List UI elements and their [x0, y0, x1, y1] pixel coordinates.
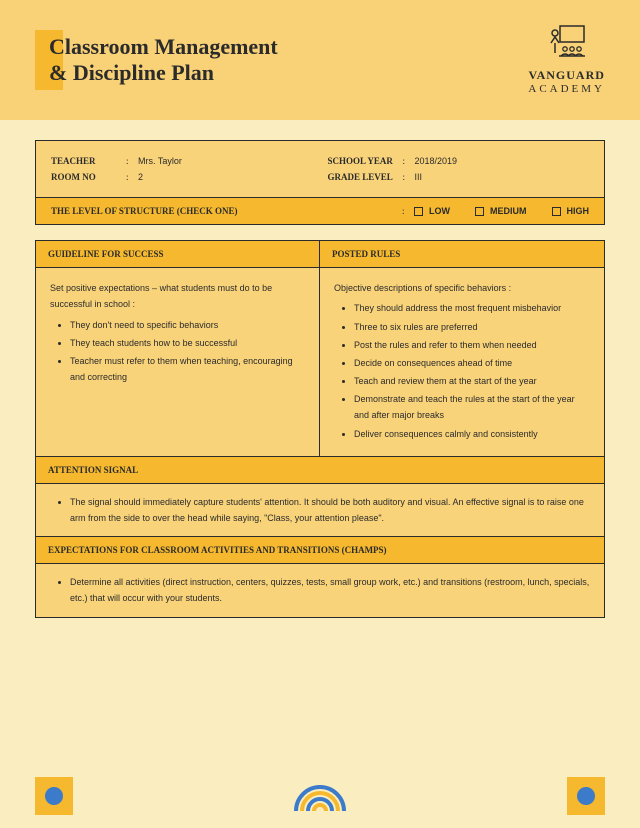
page-footer	[0, 763, 640, 828]
champs-body: Determine all activities (direct instruc…	[36, 564, 604, 616]
guideline-intro: Set positive expectations – what student…	[50, 280, 305, 312]
opt-low-label: LOW	[429, 206, 450, 216]
colon: :	[126, 156, 138, 166]
structure-options: LOW MEDIUM HIGH	[414, 206, 589, 216]
title-block: Classroom Management & Discipline Plan	[35, 30, 278, 90]
rainbow-icon	[292, 781, 348, 811]
title-line-2: & Discipline Plan	[49, 60, 278, 86]
list-item: They should address the most frequent mi…	[354, 300, 590, 316]
list-item: Deliver consequences calmly and consiste…	[354, 426, 590, 442]
grade-label: GRADE LEVEL	[328, 172, 403, 182]
list-item: They don't need to specific behaviors	[70, 317, 305, 333]
guideline-body: Set positive expectations – what student…	[36, 268, 320, 457]
checkbox-icon	[552, 207, 561, 216]
list-item: They teach students how to be successful	[70, 335, 305, 351]
teacher-row: TEACHER : Mrs. Taylor	[51, 156, 313, 166]
org-subtitle: ACADEMY	[528, 83, 605, 95]
rules-list: They should address the most frequent mi…	[334, 300, 590, 442]
colon: :	[126, 172, 138, 182]
opt-low[interactable]: LOW	[414, 206, 450, 216]
list-item: Teacher must refer to them when teaching…	[70, 353, 305, 385]
page-title: Classroom Management & Discipline Plan	[49, 34, 278, 87]
list-item: Teach and review them at the start of th…	[354, 373, 590, 389]
footer-square-right	[567, 777, 605, 815]
opt-medium-label: MEDIUM	[490, 206, 527, 216]
org-logo-block: VANGUARD ACADEMY	[528, 25, 605, 95]
champs-head: EXPECTATIONS FOR CLASSROOM ACTIVITIES AN…	[36, 537, 604, 564]
content-area: TEACHER : Mrs. Taylor SCHOOL YEAR : 2018…	[0, 120, 640, 618]
page-header: Classroom Management & Discipline Plan V…	[0, 0, 640, 120]
checkbox-icon	[414, 207, 423, 216]
attention-head: ATTENTION SIGNAL	[36, 457, 604, 484]
list-item: Post the rules and refer to them when ne…	[354, 337, 590, 353]
org-name: VANGUARD	[528, 68, 605, 83]
table-header-row: GUIDELINE FOR SUCCESS POSTED RULES	[36, 241, 604, 268]
guideline-list: They don't need to specific behaviors Th…	[50, 317, 305, 386]
list-item: Decide on consequences ahead of time	[354, 355, 590, 371]
title-line-1: Classroom Management	[49, 34, 278, 60]
champs-text: Determine all activities (direct instruc…	[70, 574, 590, 606]
main-table: GUIDELINE FOR SUCCESS POSTED RULES Set p…	[35, 240, 605, 617]
circle-icon	[45, 787, 63, 805]
structure-label: THE LEVEL OF STRUCTURE (CHECK ONE)	[51, 206, 402, 216]
circle-icon	[577, 787, 595, 805]
grade-row: GRADE LEVEL : III	[328, 172, 590, 182]
attention-body: The signal should immediately capture st…	[36, 484, 604, 537]
table-body-row: Set positive expectations – what student…	[36, 268, 604, 457]
room-row: ROOM NO : 2	[51, 172, 313, 182]
rules-head: POSTED RULES	[320, 241, 604, 268]
year-row: SCHOOL YEAR : 2018/2019	[328, 156, 590, 166]
footer-square-left	[35, 777, 73, 815]
colon: :	[403, 156, 415, 166]
opt-high-label: HIGH	[567, 206, 590, 216]
opt-medium[interactable]: MEDIUM	[475, 206, 527, 216]
rules-body: Objective descriptions of specific behav…	[320, 268, 604, 457]
info-grid: TEACHER : Mrs. Taylor SCHOOL YEAR : 2018…	[35, 140, 605, 198]
opt-high[interactable]: HIGH	[552, 206, 590, 216]
teacher-label: TEACHER	[51, 156, 126, 166]
list-item: Three to six rules are preferred	[354, 319, 590, 335]
structure-row: THE LEVEL OF STRUCTURE (CHECK ONE) : LOW…	[35, 198, 605, 225]
room-value: 2	[138, 172, 143, 182]
grade-value: III	[415, 172, 423, 182]
year-value: 2018/2019	[415, 156, 458, 166]
year-label: SCHOOL YEAR	[328, 156, 403, 166]
colon: :	[403, 172, 415, 182]
colon: :	[402, 206, 414, 216]
teacher-value: Mrs. Taylor	[138, 156, 182, 166]
classroom-icon	[545, 25, 589, 59]
attention-text: The signal should immediately capture st…	[70, 494, 590, 526]
list-item: Demonstrate and teach the rules at the s…	[354, 391, 590, 423]
guideline-head: GUIDELINE FOR SUCCESS	[36, 241, 320, 268]
rules-intro: Objective descriptions of specific behav…	[334, 280, 590, 296]
checkbox-icon	[475, 207, 484, 216]
room-label: ROOM NO	[51, 172, 126, 182]
